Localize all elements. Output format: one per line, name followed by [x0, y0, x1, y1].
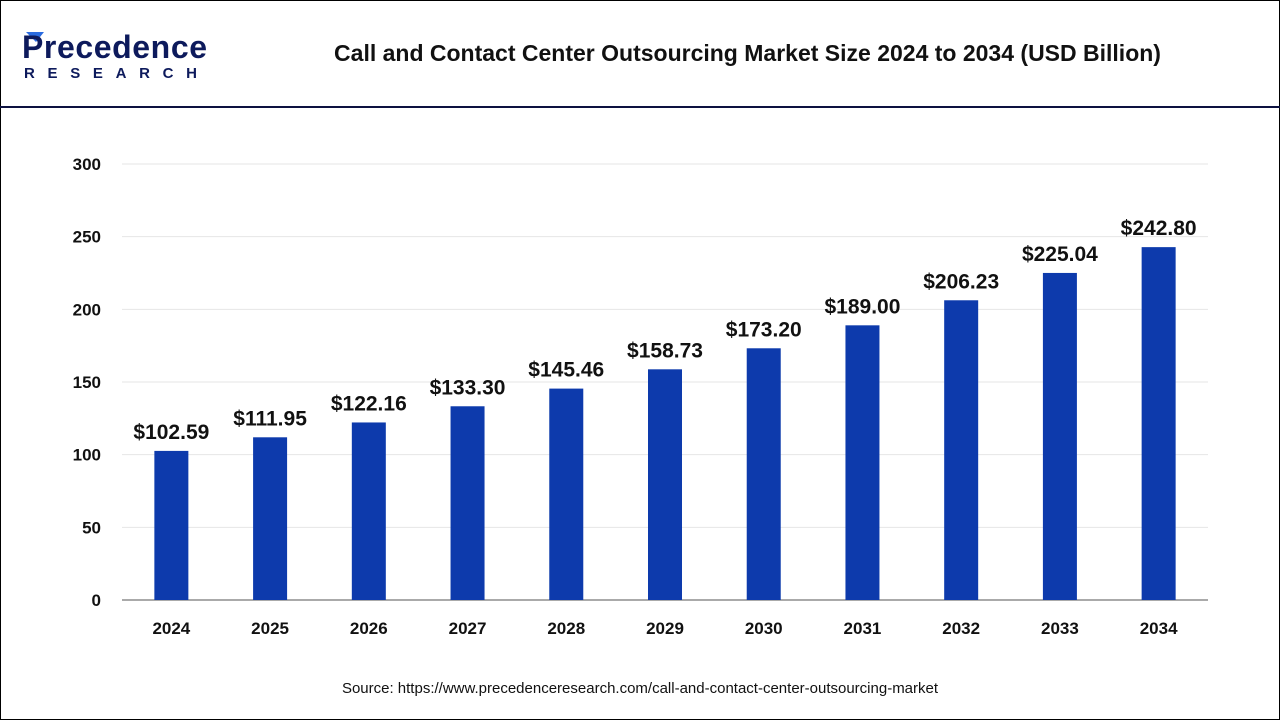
x-tick-label-2025: 2025: [251, 619, 289, 638]
data-label-2029: $158.73: [627, 339, 703, 362]
bar-2030: [746, 348, 781, 600]
bar-2034: [1141, 247, 1176, 600]
data-label-2033: $225.04: [1022, 243, 1098, 266]
x-tick-label-2031: 2031: [844, 619, 882, 638]
y-tick-label: 100: [73, 446, 101, 465]
data-label-2025: $111.95: [233, 407, 307, 430]
svg-text:Precedence: Precedence: [22, 29, 207, 65]
bar-2024: [154, 450, 189, 600]
x-tick-label-2033: 2033: [1041, 619, 1079, 638]
bar-2033: [1042, 272, 1077, 600]
data-label-2024: $102.59: [133, 421, 209, 444]
y-tick-label: 300: [73, 155, 101, 174]
bar-2029: [648, 369, 682, 600]
bar-2026: [351, 422, 386, 600]
bar-2031: [845, 325, 880, 600]
x-tick-label-2024: 2024: [152, 619, 190, 638]
bar-2025: [253, 437, 288, 600]
y-tick-label: 50: [82, 518, 101, 537]
precedence-research-logo: Precedence RESEARCH: [22, 29, 207, 82]
y-tick-label: 250: [73, 228, 101, 247]
data-label-2034: $242.80: [1121, 217, 1197, 240]
bar-2027: [450, 406, 485, 600]
y-tick-label: 150: [73, 373, 101, 392]
y-tick-label: 200: [73, 300, 101, 319]
y-tick-label: 0: [92, 591, 101, 610]
data-label-2026: $122.16: [331, 392, 407, 415]
data-label-2027: $133.30: [430, 376, 506, 399]
data-label-2028: $145.46: [528, 359, 604, 382]
data-label-2032: $206.23: [923, 270, 999, 293]
data-label-2030: $173.20: [726, 318, 802, 341]
chart-title: Call and Contact Center Outsourcing Mark…: [334, 40, 1161, 66]
data-label-2031: $189.00: [824, 295, 900, 318]
x-tick-label-2026: 2026: [350, 619, 388, 638]
x-tick-label-2032: 2032: [942, 619, 980, 638]
x-tick-label-2030: 2030: [745, 619, 783, 638]
x-tick-label-2034: 2034: [1140, 619, 1178, 638]
bar-2032: [944, 300, 979, 600]
x-tick-label-2027: 2027: [449, 619, 487, 638]
x-tick-label-2029: 2029: [646, 619, 684, 638]
header: Precedence RESEARCH Call and Contact Cen…: [0, 0, 1280, 108]
x-tick-label-2028: 2028: [547, 619, 585, 638]
bar-2028: [549, 388, 584, 600]
source-text: Source: https://www.precedenceresearch.c…: [341, 680, 939, 697]
